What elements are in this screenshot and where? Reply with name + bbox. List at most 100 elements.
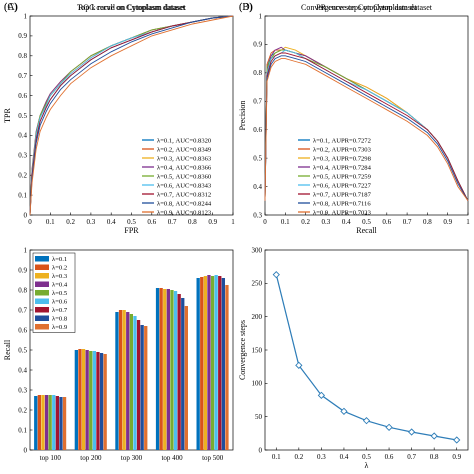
data-point-marker xyxy=(317,391,326,399)
y-tick-label: 0.8 xyxy=(18,52,27,60)
legend-entry: λ=0.7 xyxy=(52,307,68,314)
y-tick-label: 0.4 xyxy=(18,132,27,140)
y-tick-label: 0.3 xyxy=(18,386,27,394)
y-tick-label: 0.3 xyxy=(253,211,262,219)
y-tick-label: 100 xyxy=(252,380,263,388)
legend-swatch xyxy=(35,273,49,279)
bar xyxy=(78,349,82,450)
legend-entry: λ=0.3, AUPR=0.7298 xyxy=(313,155,372,162)
legend-entry: λ=0.4, AUC=0.8366 xyxy=(157,164,212,171)
x-tick-label: 1 xyxy=(466,218,470,226)
legend-entry: λ=0.3 xyxy=(52,273,68,280)
x-tick-label: 0.7 xyxy=(407,453,416,461)
bar xyxy=(115,312,119,450)
x-tick-label: top 500 xyxy=(202,454,224,462)
x-tick-label: top 300 xyxy=(121,454,143,462)
bar xyxy=(225,285,229,450)
x-tick-label: 0.1 xyxy=(281,218,290,226)
y-tick-label: 0.9 xyxy=(253,41,262,49)
x-tick-label: 0.8 xyxy=(423,218,432,226)
plot-area xyxy=(264,15,469,216)
y-tick-label: 0.1 xyxy=(18,426,27,434)
legend-entry: λ=0.8, AUPR=0.7116 xyxy=(313,200,371,207)
x-tick-label: 0.6 xyxy=(147,218,156,226)
data-point-marker xyxy=(453,436,461,444)
bar xyxy=(203,276,207,450)
series-line-9 xyxy=(29,15,234,216)
panel-pr: (B) PR curve on Cytoplasm dataset 0.3 0.4 0.… xyxy=(238,2,470,235)
legend-entry: λ=0.1, AUC=0.8320 xyxy=(157,137,212,144)
legend-entry: λ=0.4 xyxy=(52,282,68,289)
chart-title: Convergence steps on Cytoplasm dataset xyxy=(301,3,433,12)
x-tick-label: 0.5 xyxy=(362,453,371,461)
bar xyxy=(118,310,123,450)
bar xyxy=(159,288,163,450)
panel-roc: (A) ROC curve on Cytoplasm dataset 0 0.1 0.2… xyxy=(3,2,235,235)
y-axis-label: Convergence steps xyxy=(238,320,247,380)
bar xyxy=(74,350,78,450)
bar xyxy=(96,352,100,450)
y-tick-label: 50 xyxy=(255,413,263,421)
y-tick-label: 0.1 xyxy=(18,191,27,199)
bar xyxy=(62,397,67,450)
y-tick-label: 0.8 xyxy=(253,69,262,77)
x-axis-label: Recall xyxy=(356,226,377,235)
bar xyxy=(200,277,204,450)
x-tick-label: 0.3 xyxy=(322,218,331,226)
x-tick-label: 0.3 xyxy=(317,453,326,461)
bar xyxy=(41,395,45,450)
x-axis-label: FPR xyxy=(124,226,139,235)
bar xyxy=(55,396,59,450)
bar xyxy=(126,312,130,450)
legend-entry: λ=0.4, AUPR=0.7284 xyxy=(313,164,372,171)
panel-topk: (C) Top k recall on Cytoplasm dataset 0 0.1… xyxy=(3,2,234,462)
legend-swatch xyxy=(35,307,49,313)
x-tick-label: 0.5 xyxy=(127,218,136,226)
y-tick-label: 0.4 xyxy=(253,183,262,191)
y-axis-label: Precision xyxy=(238,101,247,131)
x-tick-label: 0.4 xyxy=(340,453,349,461)
x-axis-label: λ xyxy=(365,461,369,470)
panel-label: (C) xyxy=(4,2,17,13)
x-tick-label: 0.7 xyxy=(168,218,177,226)
panel-label: (D) xyxy=(239,2,253,13)
y-axis-label: TPR xyxy=(3,108,12,123)
legend-entry: λ=0.6, AUPR=0.7227 xyxy=(313,182,372,189)
x-tick-label: 0.1 xyxy=(272,453,281,461)
series-line-8 xyxy=(29,15,234,216)
legend-entry: λ=0.8 xyxy=(52,316,68,323)
bar xyxy=(129,314,133,450)
panel-label: (A) xyxy=(4,2,18,13)
series-line-7 xyxy=(29,15,234,216)
x-tick-label: 0.2 xyxy=(294,453,303,461)
x-tick-label: top 200 xyxy=(80,454,102,462)
bar xyxy=(155,288,160,450)
x-tick-label: 0.2 xyxy=(66,218,75,226)
legend-entry: λ=0.6, AUC=0.8343 xyxy=(157,182,212,189)
panel-conv: (D) Convergence steps on Cytoplasm datase… xyxy=(238,2,469,470)
legend-entry: λ=0.5 xyxy=(52,290,68,297)
legend-entry: λ=0.7, AUPR=0.7187 xyxy=(313,191,372,198)
y-tick-label: 0.3 xyxy=(18,152,27,160)
legend-swatch xyxy=(35,324,49,330)
legend-entry: λ=0.3, AUC=0.8363 xyxy=(157,155,212,162)
bar xyxy=(163,289,167,450)
y-axis-label: Recall xyxy=(3,339,12,360)
series-line-8 xyxy=(264,55,469,202)
bar xyxy=(81,349,86,450)
legend-swatch xyxy=(35,281,49,287)
legend-entry: λ=0.2, AUC=0.8349 xyxy=(157,146,212,153)
x-tick-label: 0.1 xyxy=(46,218,55,226)
x-tick-label: 0 xyxy=(28,218,32,226)
x-tick-label: 0.8 xyxy=(188,218,197,226)
bar xyxy=(85,350,89,450)
bar xyxy=(196,278,200,450)
x-tick-label: 0.8 xyxy=(430,453,439,461)
legend-entry: λ=0.9, AUC=0.8123 xyxy=(157,209,212,216)
legend-entry: λ=0.2 xyxy=(52,265,67,272)
bar xyxy=(184,306,188,450)
y-tick-label: 0.6 xyxy=(253,126,262,134)
x-tick-label: top 100 xyxy=(40,454,62,462)
series-line-9 xyxy=(264,58,469,202)
x-tick-label: 0.9 xyxy=(208,218,217,226)
